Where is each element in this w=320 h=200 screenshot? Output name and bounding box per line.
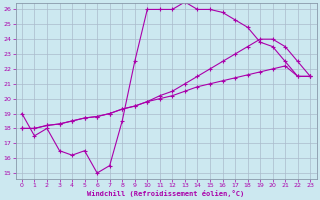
X-axis label: Windchill (Refroidissement éolien,°C): Windchill (Refroidissement éolien,°C) <box>87 190 245 197</box>
